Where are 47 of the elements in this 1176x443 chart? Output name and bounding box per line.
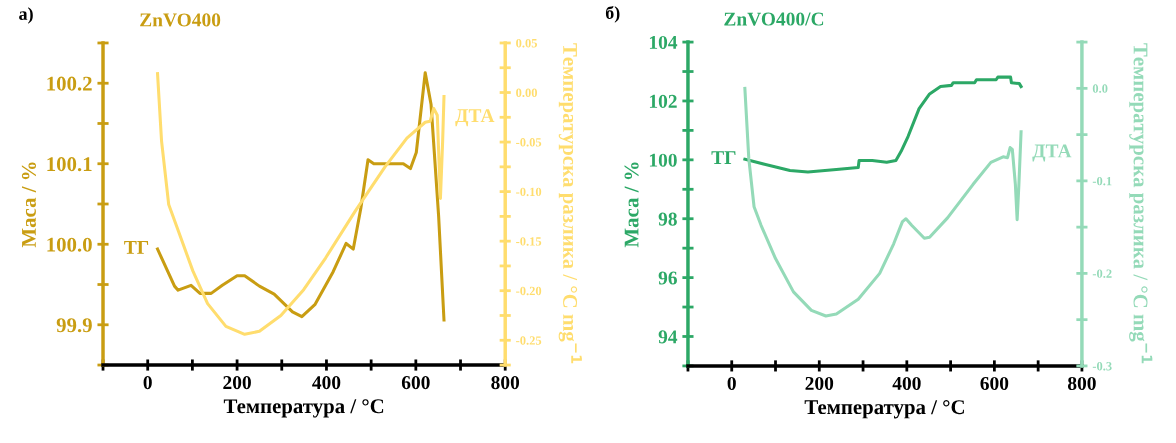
y2-tick-label: -0.05 [516,138,542,147]
y-axis-title: Маса / % [624,162,639,248]
y2-tick-label: -0.2 [1092,269,1112,278]
chart-title: ZnVO400 [140,13,221,27]
x-tick-label: 0 [727,376,736,391]
y2-axis-title: Температурска разлика / °C mg$^{−1}$ [1129,43,1153,364]
y2-tick-label: 0.0 [1092,84,1108,93]
y2-tick-label: -0.20 [516,286,542,296]
y2-axis-title: Температурска разлика / °C mg$^{−1}$ [558,43,582,364]
x-tick-label: 800 [491,376,520,390]
line-series [743,86,1023,318]
y-tick-label: 96 [658,271,677,285]
y2-tick-label: -0.15 [516,237,542,246]
chart-title: ZnVO400/C [724,12,824,26]
y-tick-label: 100 [649,153,677,167]
y-tick-label: 100.1 [47,157,92,172]
x-tick-label: 200 [805,376,834,391]
x-axis-title: Температура / °C [223,399,384,418]
y-tick-label: 102 [649,94,677,108]
x-tick-label: 800 [1067,376,1096,391]
series-label: ДТА [1032,144,1072,162]
y2-tick-label: 0.05 [516,39,538,48]
series-label: ТГ [711,151,736,164]
y-tick-label: 100.0 [47,237,92,252]
y2-tick-label: 0.00 [516,88,538,98]
text: а) [19,7,33,24]
y-tick-label: 99.9 [56,318,92,333]
x-tick-label: 600 [980,376,1009,391]
text: б) [605,5,620,23]
y-axis-title: Маса / % [21,162,37,248]
x-tick-label: 600 [401,376,430,390]
y2-tick-label: -0.1 [1092,176,1112,186]
y2-tick-label: -0.10 [516,187,542,197]
x-tick-label: 200 [223,376,251,390]
x-axis-title: Температура / °C [804,400,964,419]
y-tick-label: 100.2 [47,76,92,91]
y2-tick-label: -0.3 [1092,361,1112,371]
x-tick-label: 400 [892,376,921,391]
y-tick-label: 94 [658,330,678,344]
x-tick-label: 0 [143,376,152,390]
y2-tick-label: -0.25 [516,336,542,345]
series-label: ТГ [124,241,149,254]
y-tick-label: 104 [649,35,678,50]
y-tick-label: 98 [658,212,677,226]
series-label: ДТА [455,109,495,127]
x-tick-label: 400 [312,376,341,390]
line-series [743,75,1023,174]
